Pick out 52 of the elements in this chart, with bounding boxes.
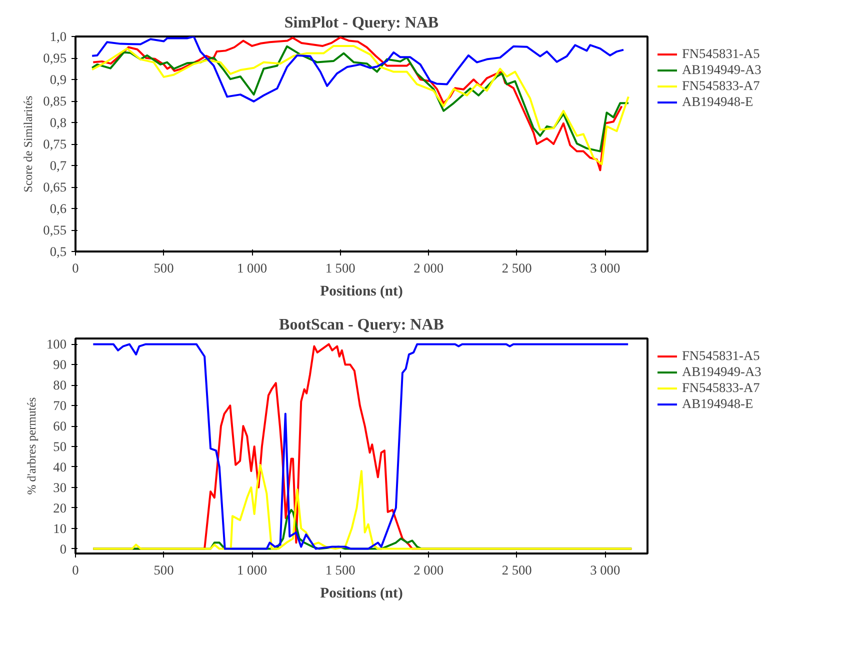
x-tick-label: 2 500	[502, 562, 532, 578]
y-tick-label: 0,65	[43, 180, 67, 194]
x-tick-label: 3 000	[590, 562, 620, 578]
y-tick-label: 0,8	[50, 115, 67, 130]
y-tick-label: 70	[53, 398, 67, 414]
y-tick-label: 0	[60, 541, 67, 556]
legend-label: AB194948-E	[682, 94, 754, 110]
x-tick-label: 2 000	[414, 260, 444, 276]
legend-label: FN545833-A7	[682, 78, 760, 94]
y-tick-label: 0,55	[43, 222, 67, 238]
y-tick-label: 1,0	[50, 29, 67, 44]
x-tick-label: 1 500	[325, 562, 356, 578]
x-tick-label: 3 000	[590, 260, 620, 276]
x-tick-label: 500	[154, 562, 174, 578]
y-tick-label: 0,7	[50, 158, 67, 173]
legend-label: AB194949-A3	[682, 364, 762, 380]
x-tick-label: 1 000	[237, 562, 268, 578]
y-tick-label: 20	[53, 500, 67, 516]
y-tick-label: 0,75	[43, 136, 67, 152]
y-tick-label: 100	[46, 336, 67, 352]
line-series	[92, 464, 633, 550]
x-axis-title: Positions (nt)	[320, 284, 403, 300]
y-axis-title: % d'arbres permutés	[24, 396, 39, 495]
x-tick-label: 0	[72, 260, 80, 276]
y-tick-label: 80	[53, 378, 67, 393]
legend-label: FN545831-A5	[682, 348, 760, 364]
chart-title: BootScan - Query: NAB	[279, 316, 444, 334]
y-tick-label: 0,5	[50, 244, 67, 259]
chart-title: SimPlot - Query: NAB	[284, 14, 439, 32]
y-tick-label: 0,6	[50, 201, 67, 216]
x-tick-label: 2 000	[414, 562, 444, 578]
y-tick-label: 40	[53, 459, 67, 474]
y-tick-label: 90	[53, 357, 67, 372]
y-tick-label: 10	[53, 520, 67, 536]
x-axis-title: Positions (nt)	[320, 586, 403, 602]
x-tick-label: 2 500	[502, 260, 532, 276]
y-tick-label: 50	[53, 439, 67, 454]
x-tick-label: 500	[154, 260, 174, 276]
x-tick-label: 1 000	[237, 260, 268, 276]
y-tick-label: 0,85	[43, 94, 67, 108]
legend-label: FN545833-A7	[682, 380, 760, 396]
legend-label: AB194949-A3	[682, 62, 762, 78]
y-tick-label: 60	[53, 418, 67, 434]
x-tick-label: 1 500	[325, 260, 356, 276]
legend-label: FN545831-A5	[682, 46, 760, 62]
line-series	[91, 36, 624, 102]
y-tick-label: 30	[53, 480, 67, 495]
y-axis-title: Score de Similarités	[21, 95, 36, 192]
y-tick-label: 0,95	[43, 50, 67, 66]
y-tick-label: 0,9	[50, 72, 67, 87]
legend-label: AB194948-E	[682, 396, 754, 412]
x-tick-label: 0	[72, 562, 80, 578]
